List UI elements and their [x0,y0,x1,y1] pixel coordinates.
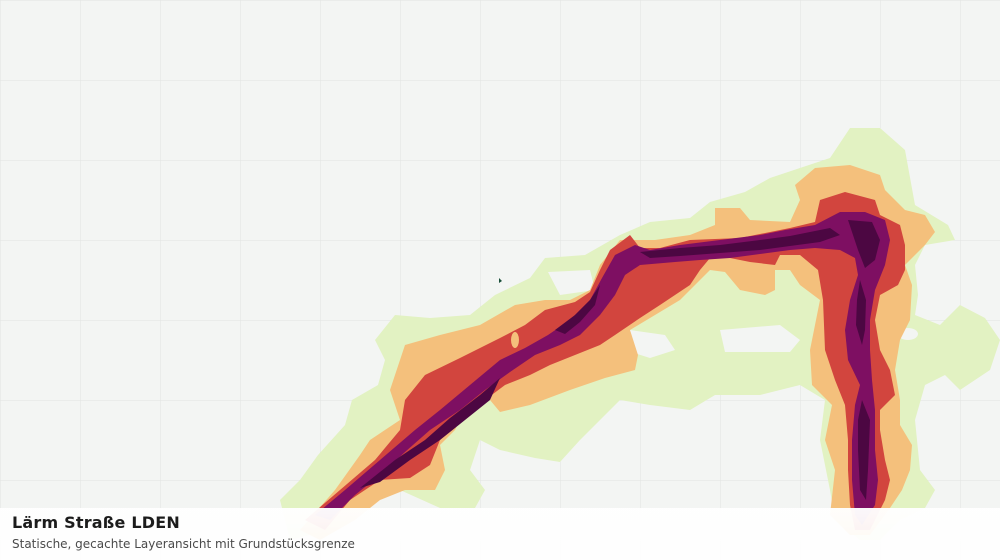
noise-band-5 [360,220,880,500]
parcel-boundary-marker[interactable] [499,278,502,283]
layer-subtitle: Statische, gecachte Layeransicht mit Gru… [12,537,355,551]
noise-spot [511,332,519,348]
noise-band-4 [315,212,890,525]
layer-caption: Lärm Straße LDEN Statische, gecachte Lay… [0,508,1000,560]
layer-title: Lärm Straße LDEN [12,513,180,532]
